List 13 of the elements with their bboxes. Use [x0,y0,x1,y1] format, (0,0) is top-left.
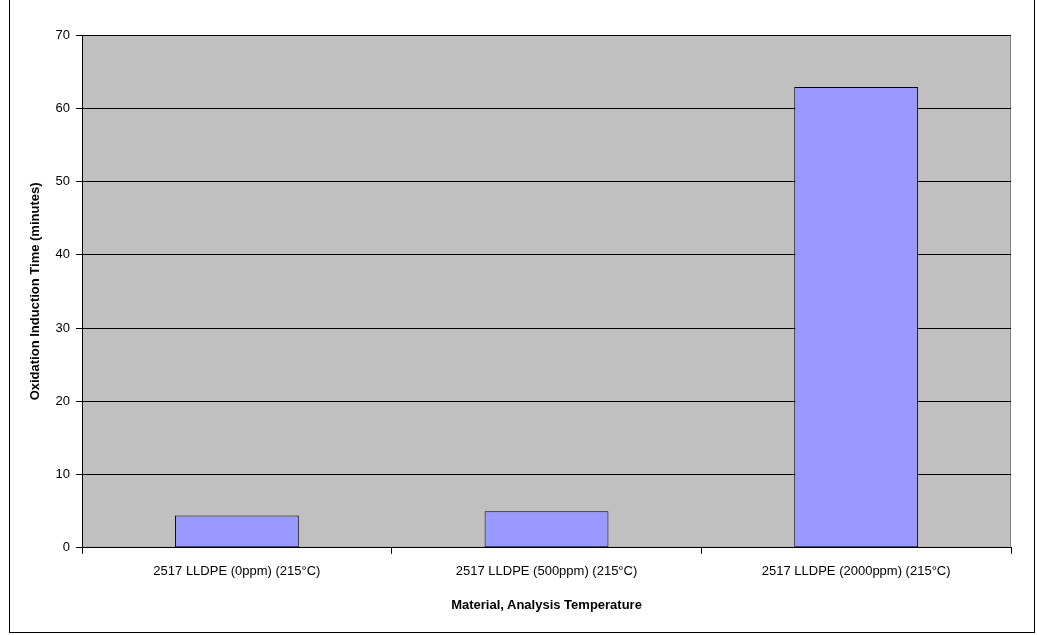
y-axis-title: Oxidation Induction Time (minutes) [27,182,43,401]
y-tick-label: 0 [62,539,71,555]
y-tick-label: 40 [55,246,71,262]
y-tick-label: 50 [55,173,71,189]
y-tick-label: 70 [55,26,71,42]
y-tick-label: 30 [55,319,71,335]
x-axis-title: Material, Analysis Temperature [451,596,642,612]
x-tick-label: 2517 LLDPE (2000ppm) (215°C) [761,563,951,579]
x-tick-label: 2517 LLDPE (0ppm) (215°C) [153,563,321,579]
x-tick-label: 2517 LLDPE (500ppm) (215°C) [455,563,638,579]
y-tick-label: 10 [55,466,71,482]
y-tick-label: 20 [55,392,71,408]
y-tick-label: 60 [55,99,71,115]
